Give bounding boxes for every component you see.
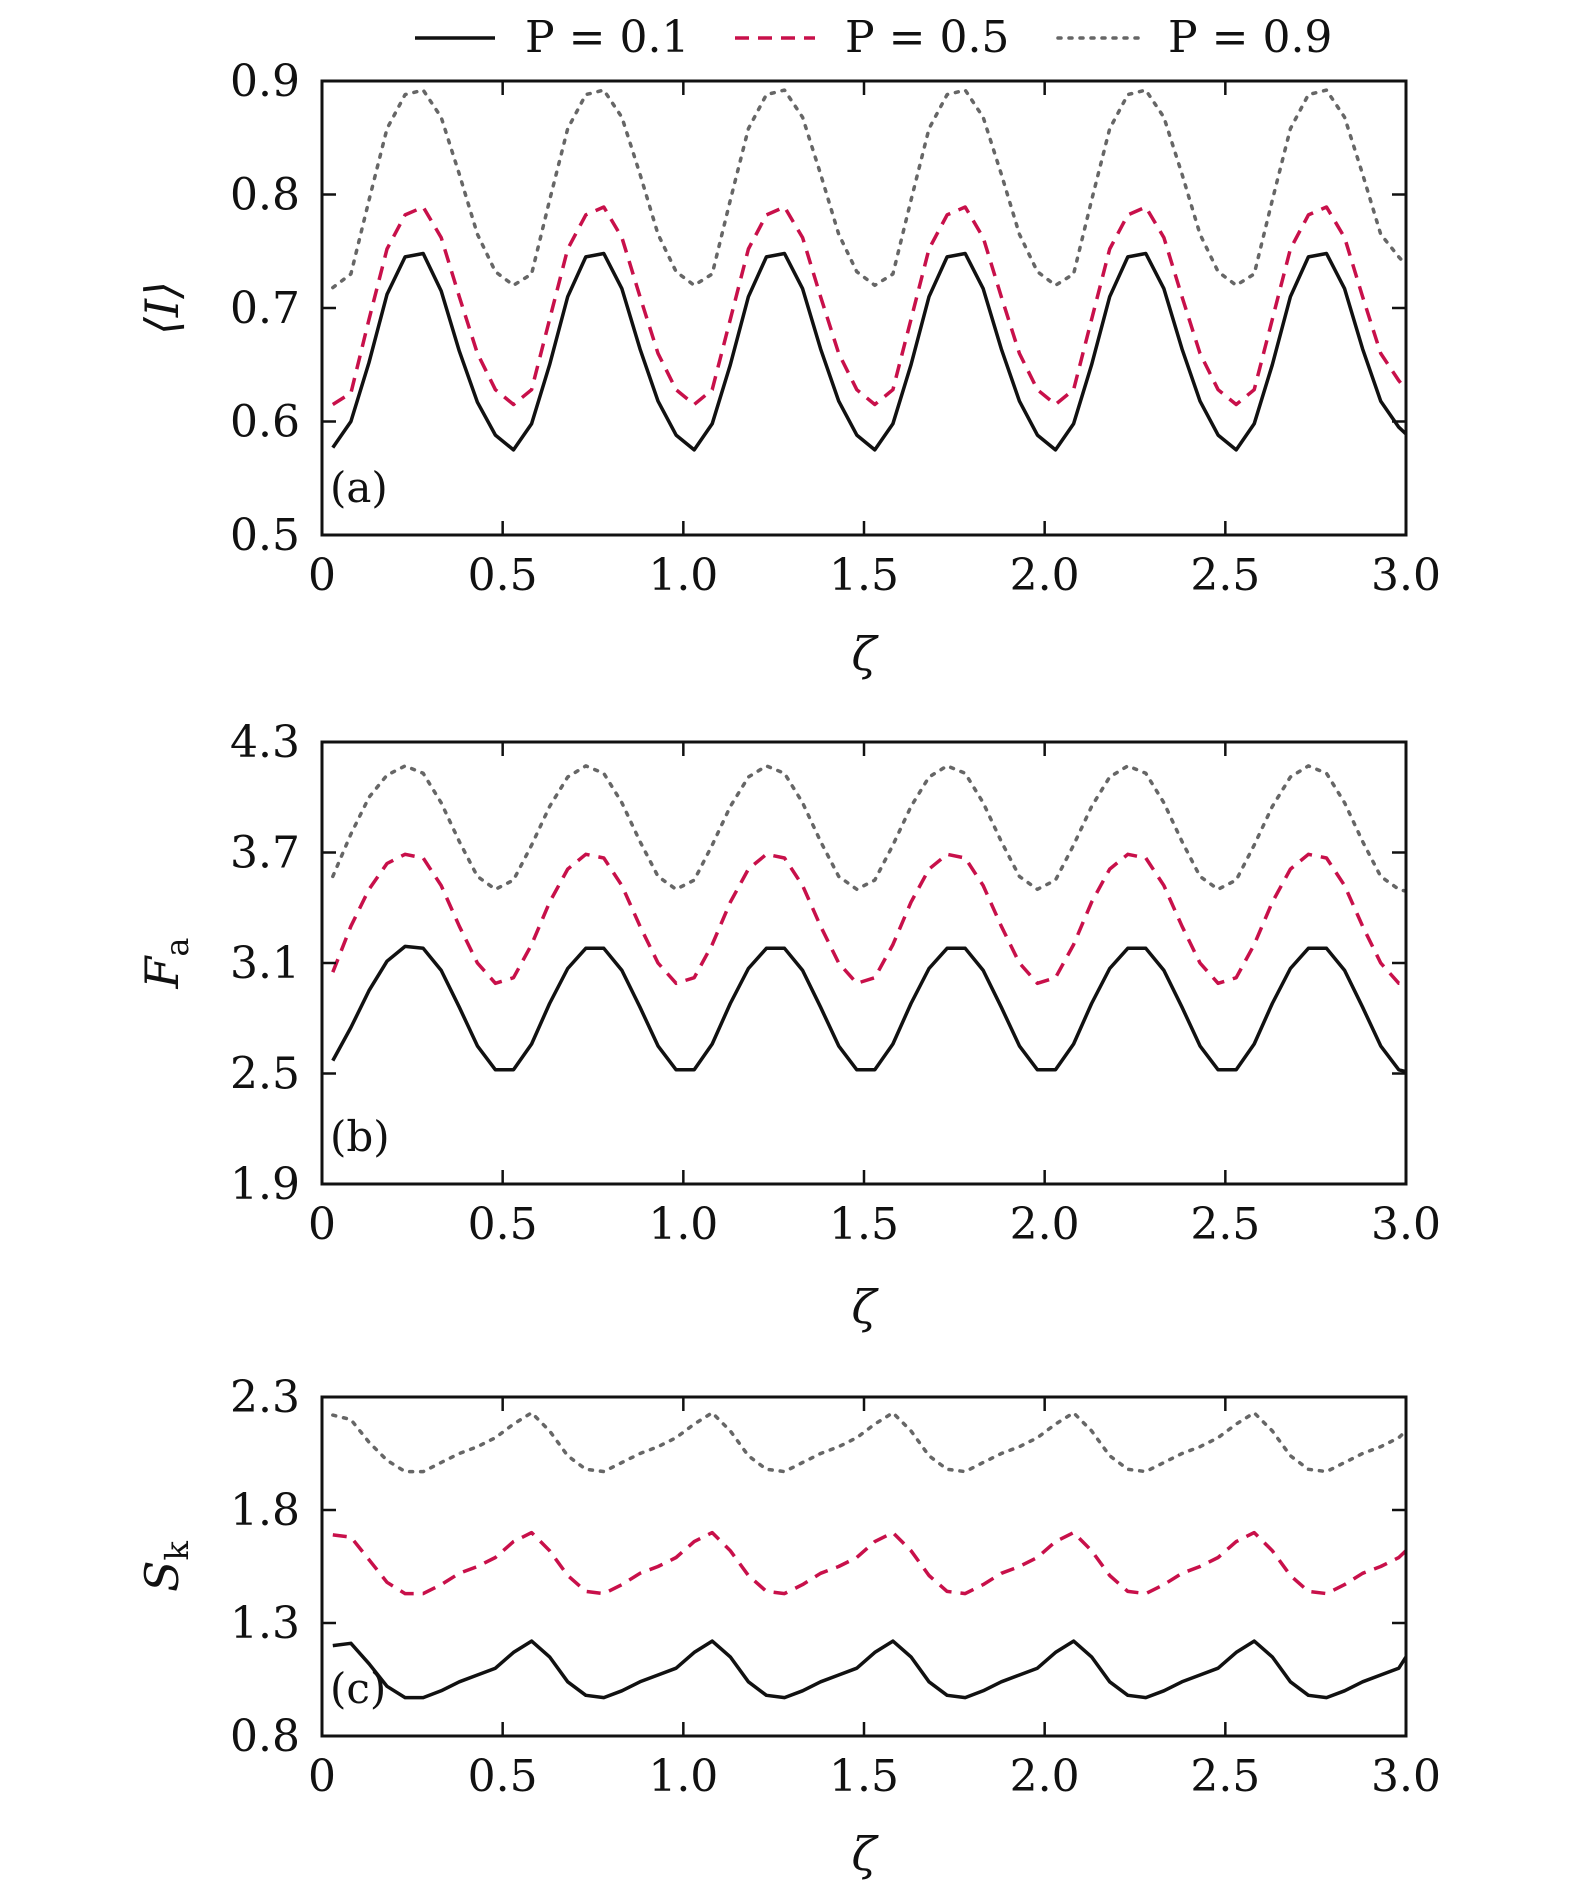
y-axis-label: Fa	[135, 938, 196, 990]
legend-label-3: P = 0.9	[1168, 12, 1332, 63]
y-tick-label: 0.6	[230, 397, 300, 448]
x-tick-label: 3.0	[1371, 1199, 1441, 1250]
panel-c: 0 0.5 1.0 1.5 2.0 2.5 3.0 0.8 1.3 1.8 2.3 (c) ζ Sk	[135, 1372, 1441, 1881]
y-tick-label: 1.9	[230, 1159, 300, 1210]
plot-frame	[320, 79, 1408, 537]
y-tick-label: 0.8	[230, 170, 300, 221]
y-tick-label: 1.3	[230, 1598, 300, 1649]
x-tick-label: 1.0	[648, 1199, 718, 1250]
series-line-3	[331, 1411, 1406, 1474]
y-tick-label: 2.5	[230, 1049, 300, 1100]
y-axis-label: Sk	[135, 1540, 196, 1592]
y-tick-label: 3.1	[230, 938, 300, 989]
y-tick-label: 0.9	[230, 56, 300, 107]
y-axis-label: ⟨I⟩	[135, 281, 189, 335]
series-line-1	[331, 944, 1406, 1074]
x-tick-label: 0	[308, 1751, 336, 1802]
series-line-3	[331, 764, 1406, 893]
series-line-1	[331, 251, 1406, 452]
x-tick-label: 0.5	[468, 1199, 538, 1250]
legend: P = 0.1 P = 0.5 P = 0.9	[415, 12, 1332, 63]
x-tick-label: 0.5	[468, 550, 538, 601]
x-tick-label: 2.0	[1010, 1199, 1080, 1250]
x-tick-label: 2.5	[1190, 550, 1260, 601]
x-tick-label: 3.0	[1371, 1751, 1441, 1802]
series-line-2	[331, 852, 1406, 986]
series-line-1	[332, 1639, 1406, 1700]
panel-label: (c)	[330, 1664, 386, 1713]
x-tick-label: 2.5	[1190, 1751, 1260, 1802]
y-tick-label: 0.5	[230, 510, 300, 561]
series-line-3	[331, 88, 1406, 290]
x-tick-label: 0.5	[468, 1751, 538, 1802]
x-axis-label: ζ	[852, 1827, 880, 1881]
y-tick-label: 2.3	[230, 1372, 300, 1423]
x-tick-label: 1.0	[648, 1751, 718, 1802]
panel-label: (a)	[330, 463, 388, 512]
x-tick-label: 2.5	[1190, 1199, 1260, 1250]
x-tick-label: 0	[308, 1199, 336, 1250]
x-tick-label: 1.5	[829, 1199, 899, 1250]
plot-frame	[320, 740, 1408, 1186]
x-tick-label: 2.0	[1010, 1751, 1080, 1802]
panel-label: (b)	[330, 1112, 390, 1161]
x-tick-label: 1.0	[648, 550, 718, 601]
plot-frame	[320, 1395, 1408, 1738]
legend-label-1: P = 0.1	[525, 12, 689, 63]
x-tick-label: 1.5	[829, 550, 899, 601]
panel-b: 0 0.5 1.0 1.5 2.0 2.5 3.0 1.9 2.5 3.1 3.7 4.3 (b) ζ Fa	[135, 717, 1441, 1334]
y-tick-label: 4.3	[230, 717, 300, 768]
x-axis-label: ζ	[852, 1280, 880, 1334]
y-tick-label: 0.8	[230, 1711, 300, 1762]
series-line-2	[332, 1530, 1406, 1596]
x-tick-label: 3.0	[1371, 550, 1441, 601]
y-tick-label: 1.8	[230, 1485, 300, 1536]
series-line-2	[331, 205, 1406, 407]
x-tick-label: 2.0	[1010, 550, 1080, 601]
legend-label-2: P = 0.5	[845, 12, 1009, 63]
x-axis-label: ζ	[852, 627, 880, 681]
x-tick-label: 0	[308, 550, 336, 601]
y-tick-label: 0.7	[230, 283, 300, 334]
panel-a: 0 0.5 1.0 1.5 2.0 2.5 3.00.50.60.70.80.9(a)ζ⟨I…	[135, 56, 1441, 681]
y-tick-label: 3.7	[230, 828, 300, 879]
x-tick-label: 1.5	[829, 1751, 899, 1802]
